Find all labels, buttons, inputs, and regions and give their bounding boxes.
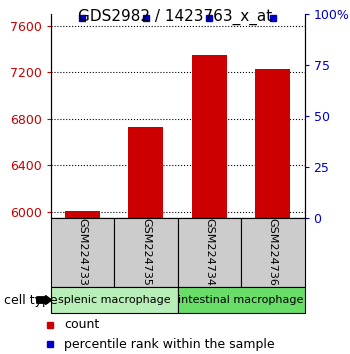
Bar — [256, 69, 290, 218]
Text: splenic macrophage: splenic macrophage — [58, 295, 170, 305]
Bar — [65, 211, 100, 218]
Bar — [51, 218, 114, 287]
Bar — [177, 218, 241, 287]
Text: intestinal macrophage: intestinal macrophage — [178, 295, 304, 305]
Text: cell type: cell type — [4, 293, 57, 307]
Text: GSM224733: GSM224733 — [77, 218, 88, 286]
Bar — [51, 287, 177, 313]
Bar — [114, 218, 177, 287]
Text: percentile rank within the sample: percentile rank within the sample — [64, 338, 275, 351]
Bar — [241, 218, 304, 287]
Text: count: count — [64, 318, 99, 331]
Text: GSM224736: GSM224736 — [268, 218, 278, 286]
Bar — [192, 55, 227, 218]
Text: GSM224734: GSM224734 — [204, 218, 214, 286]
Bar — [177, 287, 304, 313]
Text: GDS2982 / 1423763_x_at: GDS2982 / 1423763_x_at — [78, 9, 272, 25]
Bar — [128, 127, 163, 218]
Text: GSM224735: GSM224735 — [141, 218, 151, 286]
